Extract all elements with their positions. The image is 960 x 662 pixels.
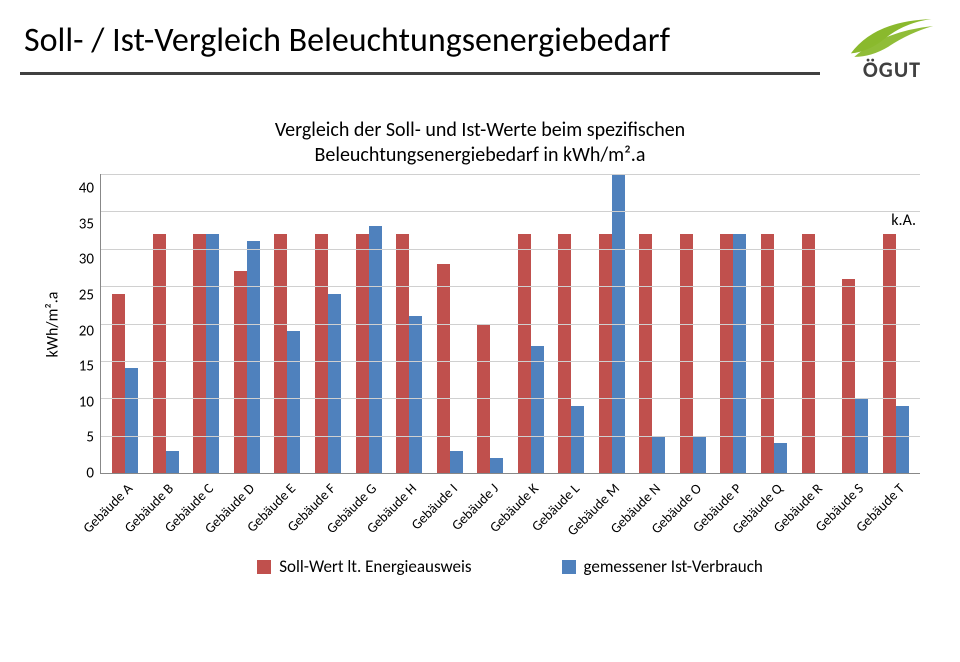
bar-soll: [396, 234, 409, 473]
bar-ist: [287, 331, 300, 473]
bar-soll: [802, 234, 815, 473]
bar-soll: [193, 234, 206, 473]
y-tick: 35: [66, 217, 94, 232]
legend-label-soll: Soll-Wert lt. Energieausweis: [279, 556, 471, 577]
bar-ist: [774, 443, 787, 473]
bar-ist: [896, 406, 909, 473]
bar-soll: [234, 271, 247, 473]
x-axis-ticks: Gebäude AGebäude BGebäude CGebäude DGebä…: [100, 474, 920, 550]
bar-soll: [883, 234, 896, 473]
bar-ist: [652, 436, 665, 473]
y-axis-label: kWh/m².a: [40, 174, 66, 474]
legend-item-soll: Soll-Wert lt. Energieausweis: [257, 556, 471, 577]
ogut-logo: ÖGUT: [842, 14, 942, 104]
gridline: [101, 249, 920, 250]
bar-soll: [842, 279, 855, 473]
page-title: Soll- / Ist-Vergleich Beleuchtungsenergi…: [24, 20, 670, 61]
legend-label-ist: gemessener Ist-Verbrauch: [584, 556, 763, 577]
logo-text: ÖGUT: [863, 56, 921, 83]
y-tick: 0: [66, 467, 94, 482]
bar-soll: [274, 234, 287, 473]
y-tick: 5: [66, 431, 94, 446]
bar-ist: [733, 234, 746, 473]
bar-soll: [112, 294, 125, 473]
chart-legend: Soll-Wert lt. Energieausweis gemessener …: [100, 556, 920, 577]
title-underline: [20, 72, 820, 75]
gridline: [101, 436, 920, 437]
gridline: [101, 398, 920, 399]
chart-title: Vergleich der Soll- und Ist-Werte beim s…: [40, 118, 920, 168]
y-axis-ticks: 4035302520151050: [66, 174, 94, 474]
bar-ist: [693, 436, 706, 473]
plot-area: k.A.: [100, 174, 920, 474]
y-tick: 25: [66, 288, 94, 303]
bar-ist: [409, 316, 422, 473]
y-tick: 10: [66, 395, 94, 410]
bar-ist: [328, 294, 341, 473]
chart-title-line2: Beleuchtungsenergiebedarf in kWh/m².a: [315, 143, 646, 167]
bar-soll: [680, 234, 693, 473]
bar-soll: [720, 234, 733, 473]
gridline: [101, 174, 920, 175]
bar-ist: [247, 241, 260, 473]
y-tick: 20: [66, 324, 94, 339]
bar-ist: [571, 406, 584, 473]
energy-comparison-chart: Vergleich der Soll- und Ist-Werte beim s…: [40, 118, 920, 618]
bar-soll: [761, 234, 774, 473]
bar-ist: [125, 368, 138, 473]
annotation-no-data: k.A.: [891, 211, 916, 230]
bar-soll: [518, 234, 531, 473]
bar-soll: [356, 234, 369, 473]
legend-swatch-soll: [257, 560, 271, 574]
bar-soll: [639, 234, 652, 473]
gridline: [101, 211, 920, 212]
y-tick: 30: [66, 253, 94, 268]
y-tick: 40: [66, 182, 94, 197]
y-tick: 15: [66, 360, 94, 375]
bar-ist: [166, 451, 179, 473]
bar-ist: [450, 451, 463, 473]
legend-item-ist: gemessener Ist-Verbrauch: [562, 556, 763, 577]
legend-swatch-ist: [562, 560, 576, 574]
bar-ist: [490, 458, 503, 473]
gridline: [101, 361, 920, 362]
gridline: [101, 286, 920, 287]
bar-soll: [437, 264, 450, 473]
bar-ist: [531, 346, 544, 473]
gridline: [101, 324, 920, 325]
x-tick: Gebäude T: [875, 474, 916, 550]
bar-soll: [315, 234, 328, 473]
bar-soll: [153, 234, 166, 473]
bar-soll: [558, 234, 571, 473]
y-axis-label-text: kWh/m².a: [44, 291, 63, 357]
bar-soll: [599, 234, 612, 473]
leaf-swoosh-icon: [849, 14, 935, 62]
bar-ist: [206, 234, 219, 473]
chart-title-line1: Vergleich der Soll- und Ist-Werte beim s…: [275, 118, 685, 142]
